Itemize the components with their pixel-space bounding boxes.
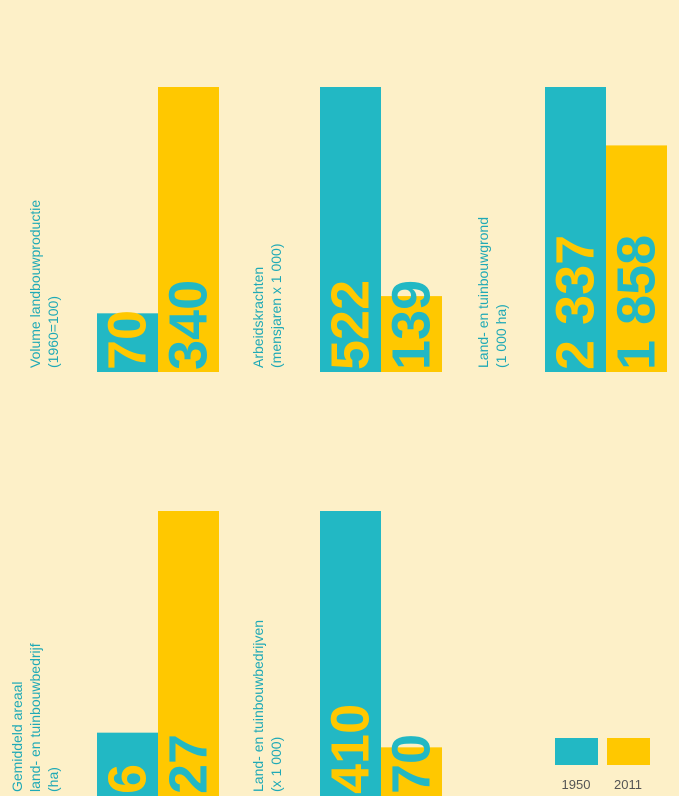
chart-title: (1960=100) xyxy=(45,296,61,368)
bar xyxy=(158,511,219,796)
value-label: 27 xyxy=(159,734,219,794)
value-label: 139 xyxy=(382,280,442,370)
chart-title: Volume landbouwproductie xyxy=(27,200,43,368)
bar xyxy=(97,732,158,796)
chart-title: Gemiddeld areaal xyxy=(9,681,25,792)
legend-swatch xyxy=(607,738,650,765)
value-label: 522 xyxy=(321,280,381,370)
chart-title: Arbeidskrachten xyxy=(250,267,266,368)
bar xyxy=(381,296,442,372)
chart-title: (1 000 ha) xyxy=(493,304,509,368)
chart-title: (x 1 000) xyxy=(268,737,284,792)
legend-label: 1950 xyxy=(562,777,591,792)
legend-swatch xyxy=(555,738,598,765)
value-label: 2 337 xyxy=(546,235,606,370)
value-label: 70 xyxy=(98,310,158,370)
chart-title: Land- en tuinbouwgrond xyxy=(475,217,491,368)
chart-title: (ha) xyxy=(45,767,61,792)
value-label: 410 xyxy=(321,704,381,794)
chart-title: land- en tuinbouwbedrijf xyxy=(27,643,43,792)
bar xyxy=(606,145,667,372)
legend-label: 2011 xyxy=(614,777,642,792)
value-label: 1 858 xyxy=(607,235,667,370)
bar xyxy=(320,87,381,372)
bar xyxy=(320,511,381,796)
chart-title: Land- en tuinbouwbedrijven xyxy=(250,620,266,792)
value-label: 6 xyxy=(98,764,158,794)
bar xyxy=(97,313,158,372)
value-label: 340 xyxy=(159,280,219,370)
chart-title: (mensjaren x 1 000) xyxy=(268,243,284,368)
value-label: 70 xyxy=(382,734,442,794)
bar xyxy=(545,87,606,372)
bar xyxy=(158,87,219,372)
bar xyxy=(381,747,442,796)
